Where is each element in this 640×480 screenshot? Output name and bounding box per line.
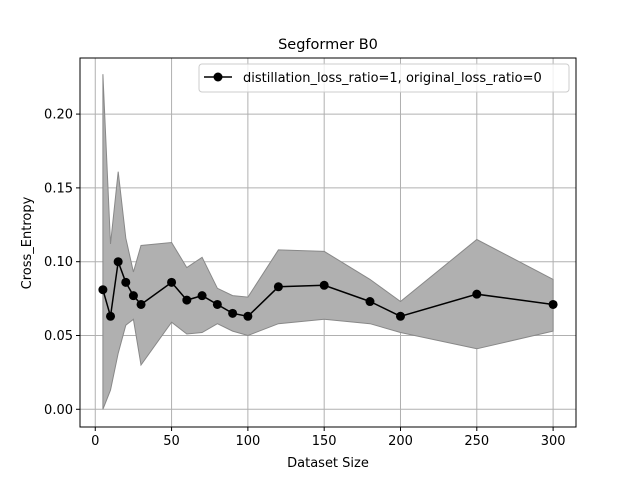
series-layer xyxy=(98,257,558,321)
y-tick-label: 0.05 xyxy=(44,329,73,344)
data-point xyxy=(212,299,222,309)
data-point xyxy=(167,277,177,287)
x-tick-label: 250 xyxy=(464,434,489,449)
x-tick-label: 200 xyxy=(388,434,413,449)
data-point xyxy=(273,282,283,292)
legend-box xyxy=(198,63,570,93)
legend: distillation_loss_ratio=1, original_loss… xyxy=(198,63,570,93)
x-tick-label: 300 xyxy=(541,434,566,449)
x-axis-label: Dataset Size xyxy=(287,456,369,471)
data-point xyxy=(395,311,405,321)
data-point xyxy=(106,311,116,321)
data-point xyxy=(128,291,138,301)
y-axis-label: Cross_Entropy xyxy=(20,196,35,289)
x-tick-label: 0 xyxy=(91,434,99,449)
y-axis-ticks: 0.00 0.05 0.10 0.15 0.20 xyxy=(44,108,80,418)
chart-title: Segformer B0 xyxy=(278,37,378,53)
data-point xyxy=(243,311,253,321)
data-point xyxy=(121,277,131,287)
data-point xyxy=(197,291,207,301)
y-tick-label: 0.15 xyxy=(44,181,73,196)
data-point xyxy=(548,299,558,309)
plot-frame xyxy=(79,57,577,428)
data-point xyxy=(136,299,146,309)
x-tick-label: 50 xyxy=(163,434,180,449)
data-point xyxy=(182,295,192,305)
data-point xyxy=(472,289,482,299)
y-tick-label: 0.20 xyxy=(44,108,73,123)
legend-label: distillation_loss_ratio=1, original_loss… xyxy=(243,71,542,86)
x-tick-label: 150 xyxy=(312,434,337,449)
x-tick-label: 100 xyxy=(235,434,260,449)
y-tick-label: 0.00 xyxy=(44,403,73,418)
confidence-band xyxy=(102,74,554,410)
legend-point-marker xyxy=(213,72,223,82)
y-tick-label: 0.10 xyxy=(44,255,73,270)
x-axis-ticks: 0 50 100 150 200 250 300 xyxy=(91,427,566,449)
data-point xyxy=(98,285,108,295)
data-point xyxy=(113,257,123,267)
std-band-area xyxy=(102,74,554,410)
data-point xyxy=(228,308,238,318)
data-point xyxy=(319,280,329,290)
data-point xyxy=(365,297,375,307)
